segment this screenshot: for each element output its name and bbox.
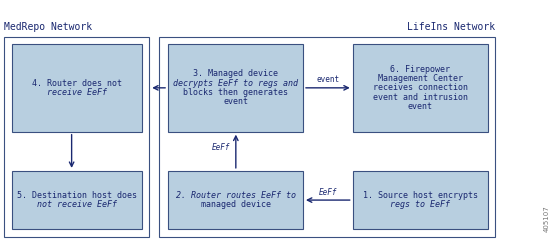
Text: 2. Router routes EeFf to: 2. Router routes EeFf to — [176, 191, 295, 200]
Text: managed device: managed device — [201, 200, 271, 209]
Text: EeFf: EeFf — [318, 188, 337, 197]
FancyBboxPatch shape — [168, 171, 303, 229]
Text: not receive EeFf: not receive EeFf — [37, 200, 117, 209]
Text: receive EeFf: receive EeFf — [47, 88, 107, 97]
FancyBboxPatch shape — [12, 171, 142, 229]
Text: event: event — [316, 75, 339, 84]
Text: 405107: 405107 — [544, 205, 550, 232]
Text: decrypts EeFf to regs and: decrypts EeFf to regs and — [173, 79, 298, 88]
Text: LifeIns Network: LifeIns Network — [407, 22, 495, 32]
Text: event: event — [223, 97, 248, 106]
Text: 1. Source host encrypts: 1. Source host encrypts — [363, 191, 478, 200]
Text: event: event — [408, 102, 433, 111]
Text: event and intrusion: event and intrusion — [372, 93, 468, 102]
Text: 5. Destination host does: 5. Destination host does — [17, 191, 137, 200]
Text: Management Center: Management Center — [377, 74, 463, 83]
Text: 3. Managed device: 3. Managed device — [193, 70, 278, 78]
Text: EeFf: EeFf — [212, 143, 230, 152]
Text: 6. Firepower: 6. Firepower — [390, 65, 450, 74]
Text: receives connection: receives connection — [372, 83, 468, 92]
Text: blocks then generates: blocks then generates — [183, 88, 288, 97]
FancyBboxPatch shape — [12, 44, 142, 132]
FancyBboxPatch shape — [353, 44, 488, 132]
Text: 4. Router does not: 4. Router does not — [32, 79, 122, 88]
Text: regs to EeFf: regs to EeFf — [390, 200, 450, 209]
Text: MedRepo Network: MedRepo Network — [4, 22, 93, 32]
FancyBboxPatch shape — [353, 171, 488, 229]
FancyBboxPatch shape — [168, 44, 303, 132]
